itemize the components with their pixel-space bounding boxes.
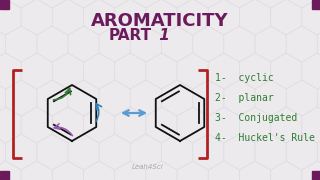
Bar xyxy=(312,0,320,9)
Bar xyxy=(0,0,9,9)
Text: 2-  planar: 2- planar xyxy=(215,93,274,103)
Bar xyxy=(0,171,9,180)
Bar xyxy=(312,171,320,180)
Text: Leah4Sci: Leah4Sci xyxy=(132,164,164,170)
Text: AROMATICITY: AROMATICITY xyxy=(91,12,229,30)
Text: 4-  Huckel's Rule: 4- Huckel's Rule xyxy=(215,133,315,143)
Text: PART: PART xyxy=(109,28,152,43)
Text: 1: 1 xyxy=(154,28,170,43)
Text: 1-  cyclic: 1- cyclic xyxy=(215,73,274,83)
Text: 3-  Conjugated: 3- Conjugated xyxy=(215,113,297,123)
